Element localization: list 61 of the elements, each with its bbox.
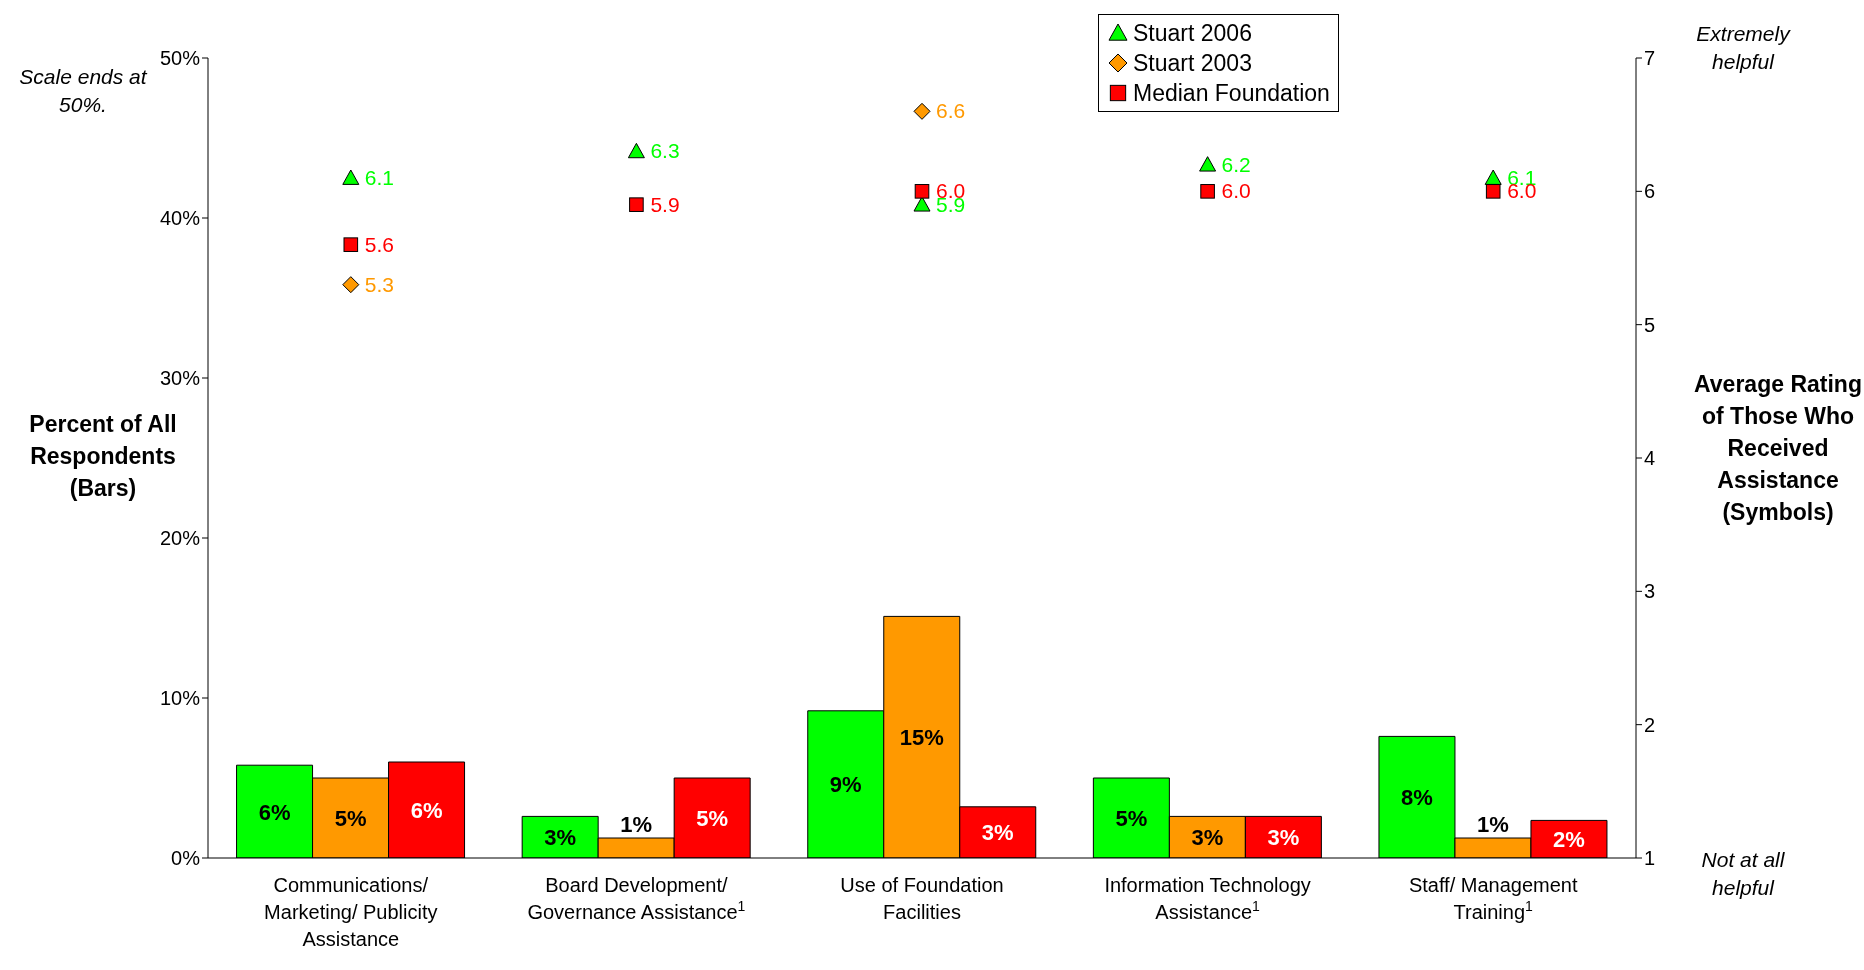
data-label: 6.2 [1221,152,1251,176]
data-label: 15% [899,725,944,751]
legend-label: Median Foundation [1132,79,1330,108]
data-label: 6.0 [1221,179,1251,203]
text: Not at all helpful [1700,847,1786,901]
x-tick-label: Information Technology Assistance$^{1}$ [1104,874,1311,923]
data-label: 1% [620,812,653,837]
legend-label: Stuart 2006 [1132,19,1253,48]
data-label: 6% [258,799,291,825]
point [342,169,360,185]
x-tick-label: Communications/ Marketing/ Publicity Assistance [264,874,438,950]
text: Scale ends at 50%. [18,64,148,118]
data-label: 5.6 [364,232,394,256]
point [1485,184,1501,199]
text: Extremely helpful [1695,21,1792,75]
y-axis-title: Percent of All Respondents (Bars) [28,410,178,503]
y-tick-label: 40% [159,207,201,230]
point [914,184,930,199]
data-label: 3% [1267,825,1300,851]
point [913,102,931,120]
data-label: 3% [1191,825,1224,851]
x-tick-label: Use of Foundation Facilities [840,874,1004,923]
point [1484,169,1502,185]
x-tick-label: Staff/ Management Training$^{1}$ [1408,874,1578,923]
point [913,196,931,212]
y2-axis-title: Average Rating of Those Who Received Assistance (Symbols) [1693,370,1863,527]
data-label: 1% [1477,812,1509,837]
data-label: 6.6 [936,99,966,123]
y-tick-label: 0% [171,847,201,870]
data-label: 6% [410,798,443,823]
y2-tick-label: 3 [1644,580,1656,603]
data-label: 3% [981,820,1014,846]
y2-tick-label: 1 [1644,847,1656,870]
y2-tick-label: 7 [1644,47,1656,70]
y2-tick-label: 2 [1644,713,1656,736]
point [627,142,645,159]
point [1200,184,1215,199]
data-label: 8% [1401,785,1433,811]
y-tick-label: 10% [159,687,201,710]
y2-tick-label: 4 [1644,447,1656,470]
point [1199,156,1217,172]
point [629,197,644,212]
data-label: 5.3 [364,272,394,296]
data-label: 3% [544,825,577,851]
y2-tick-label: 5 [1644,313,1656,336]
data-label: 2% [1553,827,1585,853]
point [342,276,360,294]
point [343,237,359,252]
data-label: 6.3 [650,139,680,163]
y-tick-label: 30% [159,367,201,390]
data-label: 9% [829,772,862,798]
x-tick-label: Board Development/ Governance Assistance$^{1}$ [527,874,746,923]
data-label: 5.9 [650,192,680,216]
y2-tick-label: 6 [1644,180,1656,203]
y-tick-label: 20% [159,527,201,550]
data-label: 5% [1115,806,1148,831]
data-label: 5% [334,806,367,831]
y-tick-label: 50% [159,47,201,70]
data-label: 6.1 [364,166,394,189]
data-label: 5% [696,806,729,831]
legend-label: Stuart 2003 [1132,49,1253,78]
